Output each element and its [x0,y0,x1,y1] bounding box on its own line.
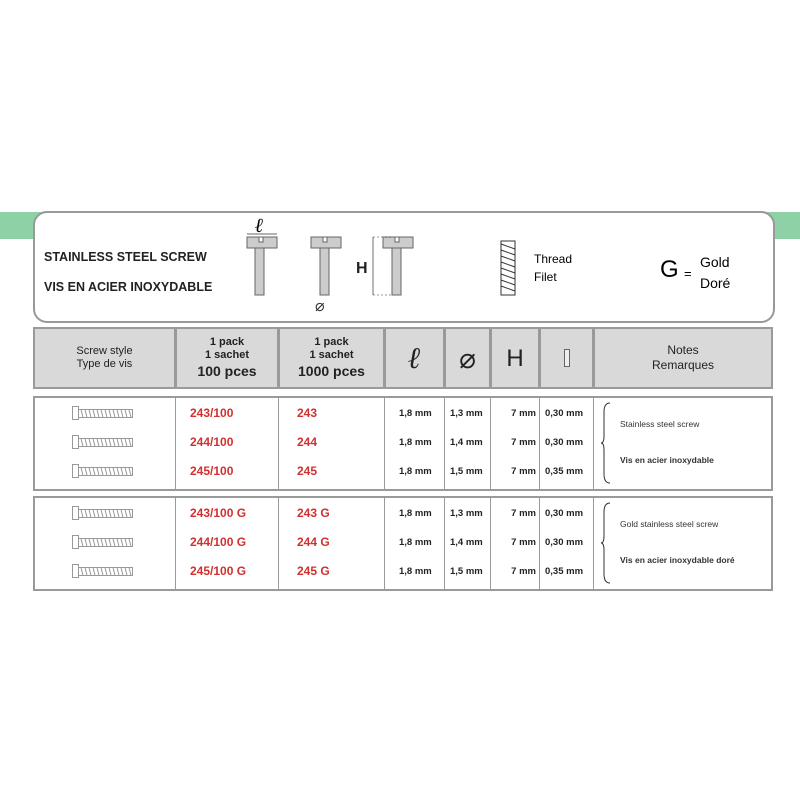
height-value: 7 mm [511,566,536,577]
note-fr: Vis en acier inoxydable doré [620,555,735,565]
ref-1000: 243 G [297,506,330,520]
length-value: 1,8 mm [399,508,432,519]
title-fr: VIS EN ACIER INOXYDABLE [44,280,213,294]
ref-1000: 245 G [297,564,330,578]
length-value: 1,8 mm [399,437,432,448]
equals-sign: = [684,266,692,281]
note-en: Stainless steel screw [620,419,700,429]
height-value: 7 mm [511,466,536,477]
ref-100: 243/100 [190,406,234,420]
thread-icon [563,349,570,367]
screw-icon [72,435,133,449]
ref-1000: 245 [297,464,318,478]
ref-1000: 243 [297,406,318,420]
screw-icon [72,464,133,478]
col-height: H [490,327,540,389]
col-pack-1000: 1 pack 1 sachet 1000 pces [278,327,385,389]
height-value: 7 mm [511,437,536,448]
col-notes: Notes Remarques [593,327,773,389]
thread-value: 0,35 mm [545,566,584,577]
length-value: 1,8 mm [399,466,432,477]
length-value: 1,8 mm [399,408,432,419]
thread-en: Thread [534,252,573,266]
brace-icon [600,402,611,484]
col-length: ℓ [384,327,445,389]
thread-value: 0,30 mm [545,437,584,448]
product-group [33,396,773,491]
diameter-value: 1,5 mm [450,466,483,477]
gold-letter: G [660,256,679,283]
ref-1000: 244 G [297,535,330,549]
screw-icon [72,564,133,578]
ref-100: 245/100 [190,464,234,478]
gold-fr: Doré [700,275,731,291]
ref-100: 244/100 G [190,535,247,549]
thread-value: 0,30 mm [545,537,584,548]
height-value: 7 mm [511,537,536,548]
product-group [33,496,773,591]
length-value: 1,8 mm [399,537,432,548]
note-fr: Vis en acier inoxydable [620,455,714,465]
diameter-value: 1,3 mm [450,408,483,419]
height-value: 7 mm [511,508,536,519]
screw-icon [72,406,133,420]
col-pack-100: 1 pack 1 sachet 100 pces [175,327,279,389]
ref-100: 243/100 G [190,506,247,520]
thread-value: 0,35 mm [545,466,584,477]
ref-1000: 244 [297,435,318,449]
col-diameter: ⌀ [444,327,491,389]
note-en: Gold stainless steel screw [620,519,719,529]
diameter-value: 1,4 mm [450,437,483,448]
diameter-symbol: ⌀ [315,298,325,315]
brace-icon [600,502,611,584]
ref-100: 245/100 G [190,564,247,578]
screw-icon [72,535,133,549]
diameter-value: 1,3 mm [450,508,483,519]
thread-value: 0,30 mm [545,408,584,419]
thread-value: 0,30 mm [545,508,584,519]
thread-fr: Filet [534,270,557,284]
ref-100: 244/100 [190,435,234,449]
diameter-value: 1,5 mm [450,566,483,577]
length-symbol: ℓ [255,215,264,237]
length-value: 1,8 mm [399,566,432,577]
title-en: STAINLESS STEEL SCREW [44,250,207,264]
legend-box [33,211,775,323]
screw-icon [72,506,133,520]
screw-dimension-diagram-icon: ℓ ⌀ H [246,215,414,315]
diameter-value: 1,4 mm [450,537,483,548]
col-screw-style: Screw style Type de vis [33,327,176,389]
gold-en: Gold [700,254,730,270]
height-value: 7 mm [511,408,536,419]
thread-icon [500,240,516,296]
height-symbol: H [356,260,368,277]
col-thread [539,327,594,389]
